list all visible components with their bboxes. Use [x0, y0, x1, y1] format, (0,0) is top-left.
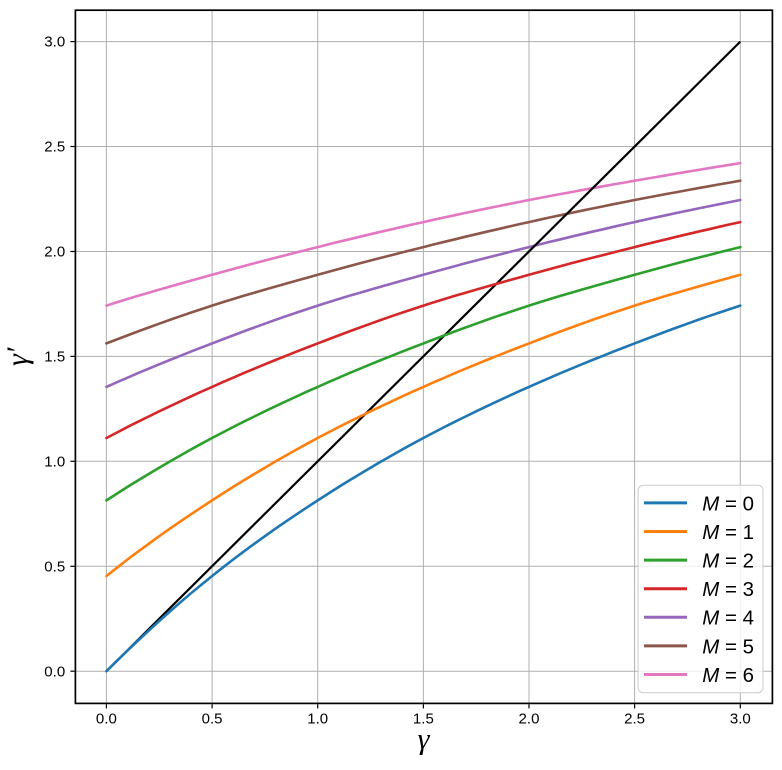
- svg-text:M = 1: M = 1: [702, 522, 754, 544]
- svg-text:M = 2: M = 2: [702, 551, 754, 573]
- svg-text:0.0: 0.0: [44, 664, 65, 680]
- svg-text:2.0: 2.0: [44, 245, 65, 261]
- svg-text:1.0: 1.0: [44, 454, 65, 470]
- svg-text:1.5: 1.5: [44, 350, 65, 366]
- svg-text:2.0: 2.0: [519, 712, 540, 728]
- svg-text:M = 4: M = 4: [702, 608, 754, 630]
- svg-text:3.0: 3.0: [44, 35, 65, 51]
- svg-text:M = 5: M = 5: [702, 636, 754, 658]
- svg-text:0.5: 0.5: [202, 712, 223, 728]
- svg-text:0.5: 0.5: [44, 559, 65, 575]
- svg-text:1.0: 1.0: [307, 712, 328, 728]
- svg-text:1.5: 1.5: [413, 712, 434, 728]
- svg-text:M = 3: M = 3: [702, 579, 754, 601]
- svg-text:3.0: 3.0: [730, 712, 751, 728]
- svg-text:M = 0: M = 0: [702, 493, 754, 515]
- svg-text:2.5: 2.5: [44, 140, 65, 156]
- svg-text:2.5: 2.5: [624, 712, 645, 728]
- svg-text:γ′: γ′: [1, 347, 34, 366]
- svg-text:γ: γ: [418, 722, 431, 755]
- svg-text:M = 6: M = 6: [702, 665, 754, 687]
- svg-text:0.0: 0.0: [96, 712, 117, 728]
